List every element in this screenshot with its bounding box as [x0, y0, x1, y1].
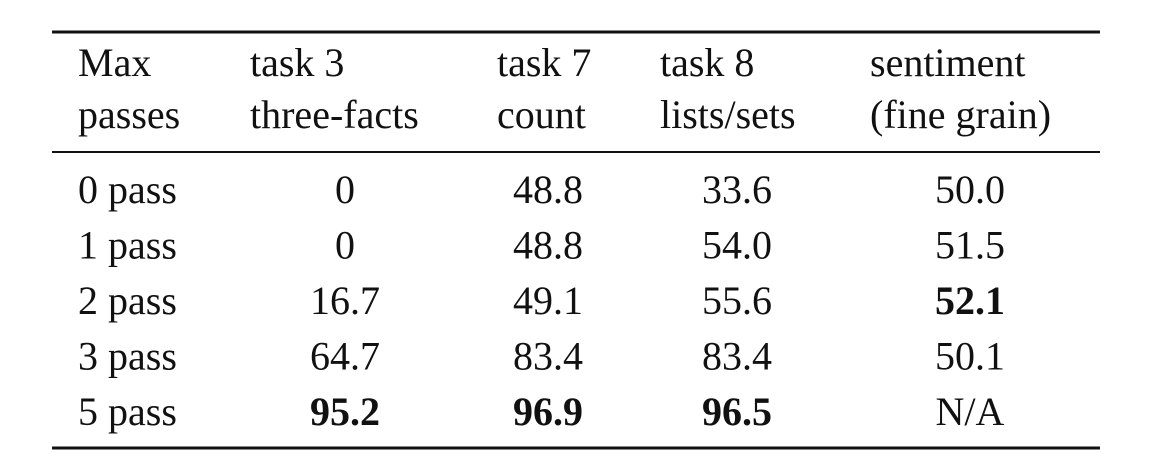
cell: 64.7 [310, 334, 380, 379]
cell: 48.8 [513, 223, 583, 268]
row-label: 3 pass [78, 334, 177, 379]
cell: 51.5 [935, 223, 1005, 268]
row-label: 5 pass [78, 389, 177, 434]
cell: 50.0 [935, 167, 1005, 212]
cell: 55.6 [702, 278, 772, 323]
header-cell: sentiment [870, 40, 1026, 85]
header-cell: task 3 [250, 40, 344, 85]
header-cell: task 8 [660, 40, 754, 85]
header-cell: three-facts [250, 92, 419, 137]
cell: 83.4 [702, 334, 772, 379]
cell: 48.8 [513, 167, 583, 212]
cell: 83.4 [513, 334, 583, 379]
header-cell: count [497, 92, 586, 137]
cell: 52.1 [935, 278, 1005, 323]
row-label: 1 pass [78, 223, 177, 268]
cell: 33.6 [702, 167, 772, 212]
cell: 49.1 [513, 278, 583, 323]
header-cell: (fine grain) [870, 92, 1051, 137]
cell: 54.0 [702, 223, 772, 268]
cell: 0 [335, 223, 355, 268]
cell: N/A [936, 389, 1005, 434]
header-cell: Max [78, 40, 151, 85]
cell: 96.9 [513, 389, 583, 434]
cell: 16.7 [310, 278, 380, 323]
header-cell: task 7 [497, 40, 591, 85]
row-label: 2 pass [78, 278, 177, 323]
cell: 50.1 [935, 334, 1005, 379]
cell: 95.2 [310, 389, 380, 434]
cell: 0 [335, 167, 355, 212]
header-cell: lists/sets [660, 92, 796, 137]
header-cell: passes [78, 92, 180, 137]
cell: 96.5 [702, 389, 772, 434]
row-label: 0 pass [78, 167, 177, 212]
